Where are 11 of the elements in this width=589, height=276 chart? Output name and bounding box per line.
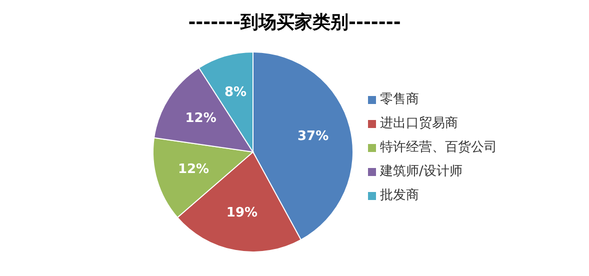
legend-label: 零售商: [380, 91, 419, 109]
legend-label: 进出口贸易商: [380, 115, 458, 133]
data-label: 19%: [226, 206, 258, 221]
chart-title: -------到场买家类别-------: [187, 11, 402, 34]
data-label: 8%: [224, 85, 247, 100]
data-label: 12%: [178, 162, 210, 177]
data-label: 37%: [298, 129, 329, 144]
data-label: 12%: [185, 110, 216, 126]
legend-label: 特许经营、百货公司: [380, 139, 497, 157]
legend-label: 建筑师/设计师: [380, 163, 462, 181]
legend-label: 批发商: [380, 187, 419, 205]
